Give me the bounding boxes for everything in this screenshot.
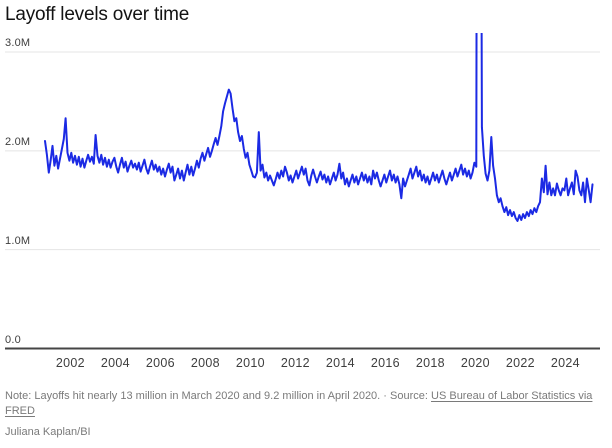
- y-axis-label: 1.0M: [5, 234, 31, 247]
- x-axis-label: 2002: [55, 356, 85, 370]
- layoffs-line-series: [44, 33, 594, 222]
- x-axis-label: 2018: [415, 356, 445, 370]
- layoffs-line-chart: [5, 33, 600, 350]
- x-axis-label: 2024: [550, 356, 580, 370]
- source-label: Source:: [390, 390, 428, 402]
- chart-note: Note: Layoffs hit nearly 13 million in M…: [5, 389, 605, 418]
- x-axis-label: 2008: [190, 356, 220, 370]
- y-axis-label: 0.0: [5, 333, 21, 346]
- y-axis-label: 2.0M: [5, 135, 31, 148]
- x-axis-label: 2004: [100, 356, 130, 370]
- plot-area: 3.0M 2.0M 1.0M 0.0 2002 2004 2006 2008 2010 2012…: [5, 33, 600, 370]
- x-axis-label: 2022: [505, 356, 535, 370]
- note-text: Note: Layoffs hit nearly 13 million in M…: [5, 390, 381, 402]
- byline-credit: Juliana Kaplan/BI: [5, 426, 91, 438]
- x-axis-label: 2020: [460, 356, 490, 370]
- source-link[interactable]: US Bureau of Labor Statistics via FRED: [5, 390, 593, 417]
- x-axis-label: 2010: [235, 356, 265, 370]
- y-axis-label: 3.0M: [5, 37, 31, 49]
- x-axis-label: 2012: [280, 356, 310, 370]
- x-axis-label: 2006: [145, 356, 175, 370]
- chart-title: Layoff levels over time: [5, 4, 190, 25]
- note-separator: ·: [383, 390, 387, 402]
- x-axis-label: 2016: [370, 356, 400, 370]
- x-axis-label: 2014: [325, 356, 355, 370]
